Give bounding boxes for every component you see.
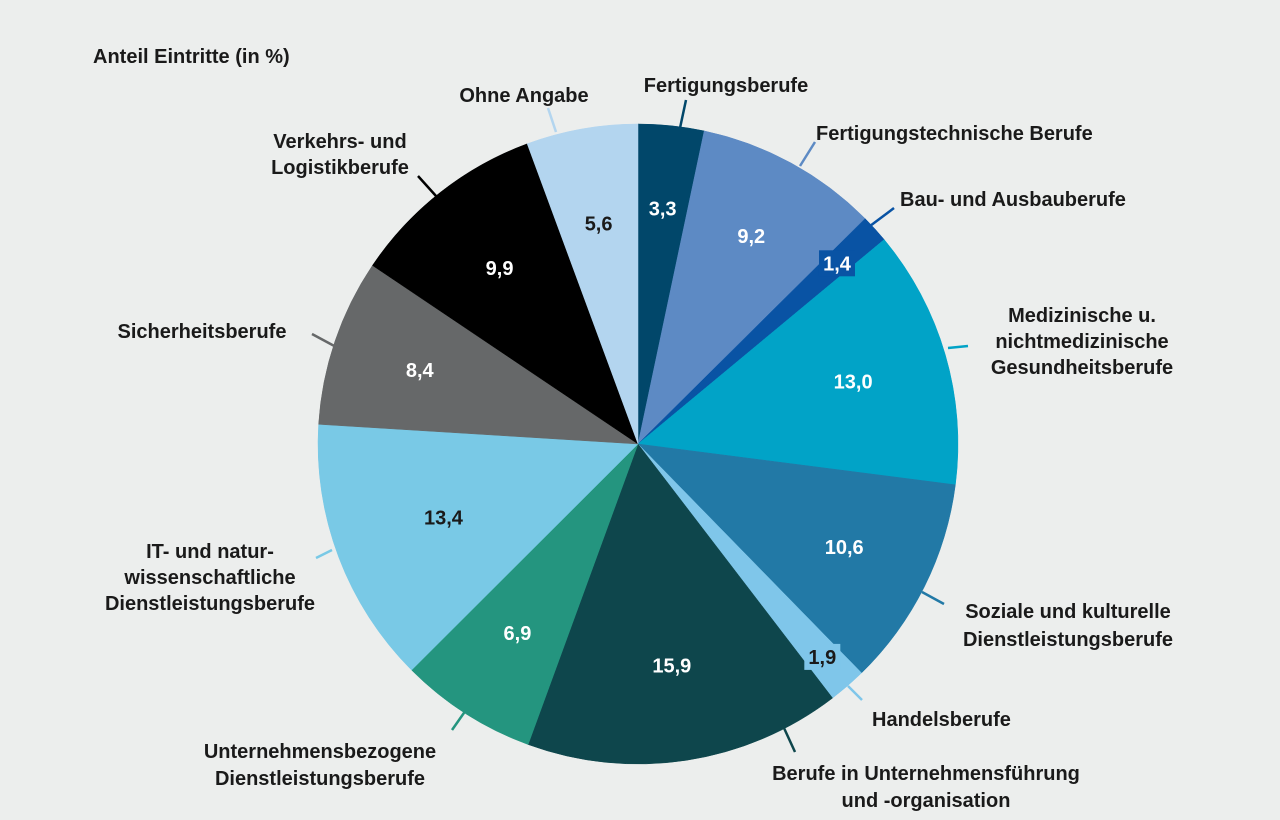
pie-slice [637, 443, 956, 674]
pie-slice [372, 143, 639, 445]
slice-value-label: 3,3 [649, 198, 677, 220]
leader-line [450, 709, 468, 731]
slice-category-label: Ohne Angabe [459, 85, 588, 107]
pie-slice [318, 265, 639, 445]
slice-value-label: 13,4 [424, 508, 464, 530]
pie-slice [526, 123, 639, 445]
pie-slice [317, 424, 639, 671]
leader-line [315, 548, 333, 560]
leader-line [678, 99, 688, 129]
slice-category-label: IT- und natur-wissenschaftliche Dienstlei… [105, 541, 315, 615]
leader-line [947, 344, 969, 350]
leader-line [417, 175, 437, 197]
leader-line [847, 685, 863, 701]
slice-category-label: Berufe in Unternehmensführung und -organi… [772, 763, 1080, 812]
chart-title: Anteil Eintritte (in %) [93, 46, 290, 68]
pie-slice [637, 130, 866, 445]
slice-value-label: 9,2 [737, 226, 765, 248]
value-label-box [804, 643, 841, 670]
slice-value-label: 8,4 [406, 360, 435, 382]
pie-slice [527, 443, 833, 765]
slice-category-label: Handelsberufe [872, 709, 1011, 731]
slice-value-label: 15,9 [652, 655, 691, 677]
slice-value-label: 1,4 [823, 253, 852, 275]
leader-line [798, 141, 817, 167]
slice-category-label: Verkehrs- und Logistikberufe [271, 131, 409, 179]
slice-category-label: Unternehmensbezogene Dienstleistungsberuf… [204, 741, 436, 790]
slice-category-label: Bau- und Ausbauberufe [900, 189, 1126, 211]
slice-value-label: 1,9 [808, 647, 836, 669]
slice-value-label: 13,0 [834, 372, 873, 394]
pie-slice [411, 443, 639, 745]
slice-category-label: Fertigungsberufe [644, 75, 808, 97]
slice-category-label: Fertigungstechnische Berufe [816, 123, 1093, 145]
slice-category-label: Medizinische u. nichtmedizinische Gesundhe… [991, 305, 1173, 379]
leader-line [921, 590, 945, 606]
slice-category-label: Soziale und kulturelle Dienstleistungsber… [963, 601, 1173, 651]
slice-category-label: Sicherheitsberufe [118, 321, 287, 343]
leader-line [782, 727, 797, 753]
value-label-box [818, 250, 855, 277]
slice-value-label: 6,9 [504, 623, 532, 645]
slice-value-label: 5,6 [585, 213, 613, 235]
pie-slice [637, 239, 959, 486]
leader-line [311, 332, 339, 350]
leader-line [869, 207, 895, 227]
slice-value-label: 9,9 [486, 258, 514, 280]
leader-line [546, 107, 558, 133]
slice-value-label: 10,6 [825, 537, 864, 559]
